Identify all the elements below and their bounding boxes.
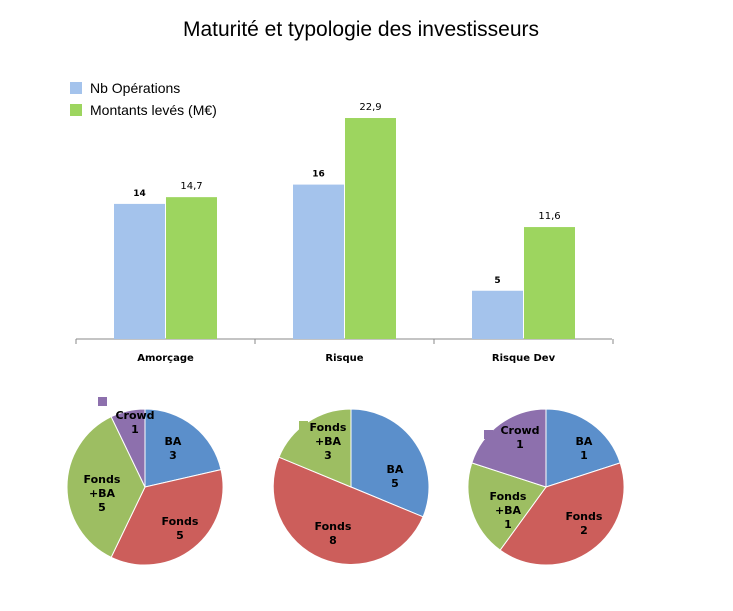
bar-nb-op-rations-risque <box>293 184 344 339</box>
pie-slice-ba <box>350 408 430 518</box>
pie-slice-fonds-ba <box>66 416 146 558</box>
pie-label-ba: BA 5 <box>387 463 404 490</box>
pie-label-crowd: Crowd 1 <box>115 409 154 436</box>
data-label-montants-lev-s-m-amor-age: 14,7 <box>180 181 202 192</box>
data-label-nb-op-rations-risque: 16 <box>312 170 325 180</box>
pie-slice-crowd <box>110 408 146 488</box>
pie-slice-fonds-ba <box>467 462 547 551</box>
bar-montants-lev-s-m-risque-dev <box>524 227 575 339</box>
category-label-amor-age: Amorçage <box>137 353 194 364</box>
pie-label-fonds: Fonds 2 <box>566 510 603 537</box>
bar-plot: 14 14,7 Amorçage 16 22,9 Risque 5 11,6 Risque De… <box>75 102 614 364</box>
data-label-montants-lev-s-m-risque: 22,9 <box>359 102 381 113</box>
pie-label-ba: BA 3 <box>165 435 182 462</box>
pie-label-fonds-ba: Fonds +BA 1 <box>490 490 527 531</box>
data-label-nb-op-rations-risque-dev: 5 <box>494 276 500 286</box>
pie-slice-fonds <box>110 469 224 566</box>
legend-swatch-nb-operations <box>70 82 82 94</box>
chart-title: Maturité et typologie des investisseurs <box>183 18 539 41</box>
pie-label-fonds: Fonds 5 <box>162 515 199 542</box>
bar-nb-op-rations-risque-dev <box>472 290 523 339</box>
legend-label-montants: Montants levés (M€) <box>90 102 217 118</box>
pie-slice-crowd <box>471 408 547 488</box>
pie-label-fonds: Fonds 8 <box>315 520 352 547</box>
data-label-nb-op-rations-amor-age: 14 <box>133 189 146 199</box>
pie-label-fonds-ba: Fonds +BA 5 <box>84 473 121 514</box>
pie-slice-ba <box>545 408 621 488</box>
category-label-risque: Risque <box>325 353 363 364</box>
category-label-risque-dev: Risque Dev <box>492 353 556 364</box>
pie-slice-fonds <box>499 462 625 566</box>
pie-label-ba: BA 1 <box>576 435 593 462</box>
pie-2: BA 5 Fonds 8 Fonds +BA 3 <box>272 408 430 565</box>
legend-label-nb-operations: Nb Opérations <box>90 80 180 96</box>
bar-montants-lev-s-m-risque <box>345 118 396 339</box>
pie-label-swatch-crowd <box>484 430 493 439</box>
pie-label-swatch-crowd <box>98 397 107 406</box>
data-label-montants-lev-s-m-risque-dev: 11,6 <box>538 211 560 222</box>
pie-label-swatch-fonds-ba <box>299 421 308 430</box>
pie-3: BA 1 Fonds 2 Fonds +BA 1 Crowd 1 <box>467 408 625 566</box>
legend-swatch-montants <box>70 104 82 116</box>
pie-label-fonds-ba: Fonds +BA 3 <box>310 421 347 462</box>
pie-label-crowd: Crowd 1 <box>500 424 539 451</box>
pie-charts: BA 3 Fonds 5 Fonds +BA 5 Crowd 1 BA 5 Fonds 8 Fonds +B… <box>66 397 625 566</box>
legend: Nb Opérations Montants levés (M€) <box>70 80 217 118</box>
pie-slice-ba <box>144 408 222 488</box>
pie-slice-fonds <box>272 456 424 565</box>
pie-1: BA 3 Fonds 5 Fonds +BA 5 Crowd 1 <box>66 397 224 566</box>
bar-nb-op-rations-amor-age <box>114 203 165 339</box>
bar-montants-lev-s-m-amor-age <box>166 197 217 339</box>
